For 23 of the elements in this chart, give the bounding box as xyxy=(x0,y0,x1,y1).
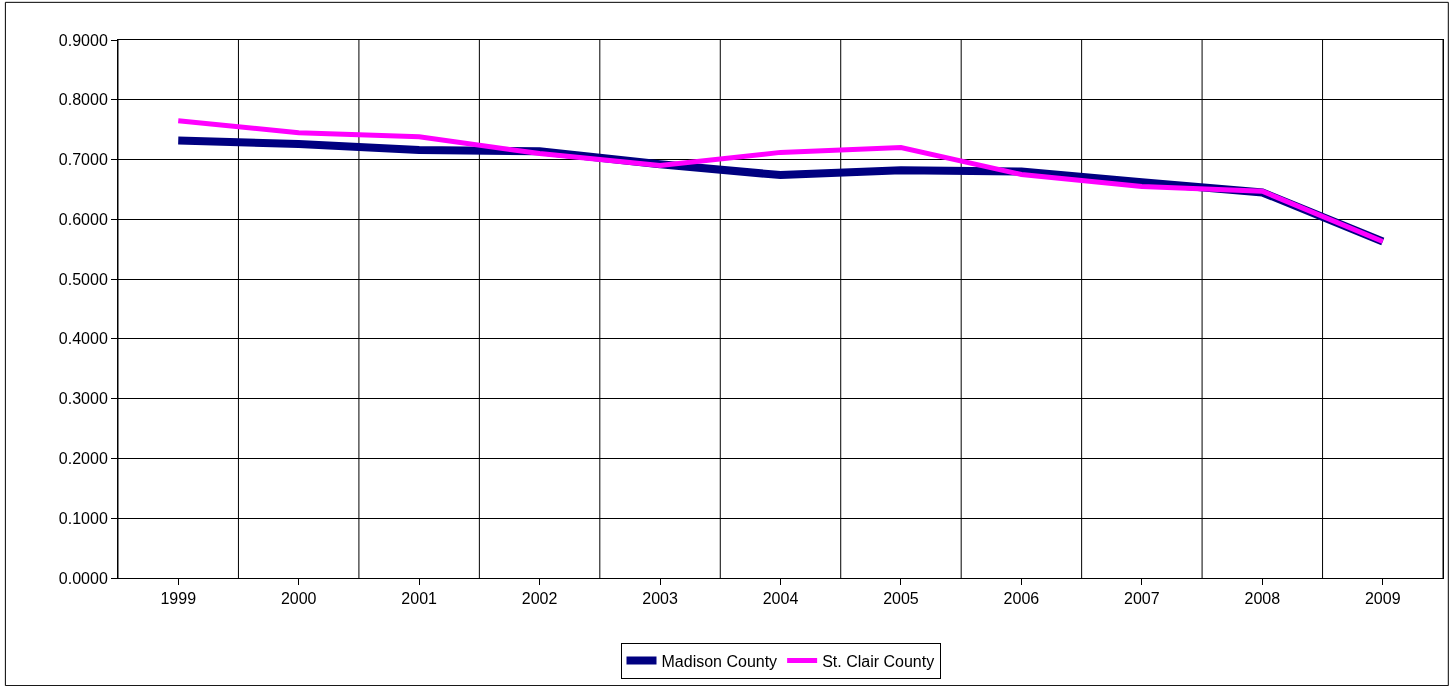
x-tick-label: 2001 xyxy=(401,590,438,608)
x-tick-label: 1999 xyxy=(160,590,197,608)
y-tick-label: 0.9000 xyxy=(58,31,108,49)
y-tick-label: 0.0000 xyxy=(58,569,108,587)
x-tick-label: 2004 xyxy=(762,590,799,608)
y-tick-label: 0.8000 xyxy=(58,91,108,109)
x-tick-label: 2008 xyxy=(1244,590,1281,608)
x-tick-label: 2003 xyxy=(642,590,678,608)
y-tick-label: 0.7000 xyxy=(58,151,108,169)
legend-label: Madison County xyxy=(661,652,778,670)
x-tick-label: 2007 xyxy=(1124,590,1160,608)
y-tick-label: 0.3000 xyxy=(58,390,108,408)
y-tick-label: 0.5000 xyxy=(58,270,108,288)
x-tick-label: 2006 xyxy=(1003,590,1040,608)
x-tick-label: 2005 xyxy=(883,590,919,608)
y-tick-label: 0.2000 xyxy=(58,450,108,468)
y-tick-label: 0.4000 xyxy=(58,330,108,348)
legend-label: St. Clair County xyxy=(822,652,935,670)
x-tick-label: 2000 xyxy=(280,590,317,608)
x-tick-label: 2002 xyxy=(521,590,558,608)
y-tick-label: 0.6000 xyxy=(58,210,108,228)
x-tick-label: 2009 xyxy=(1364,590,1401,608)
y-tick-label: 0.1000 xyxy=(58,509,108,527)
